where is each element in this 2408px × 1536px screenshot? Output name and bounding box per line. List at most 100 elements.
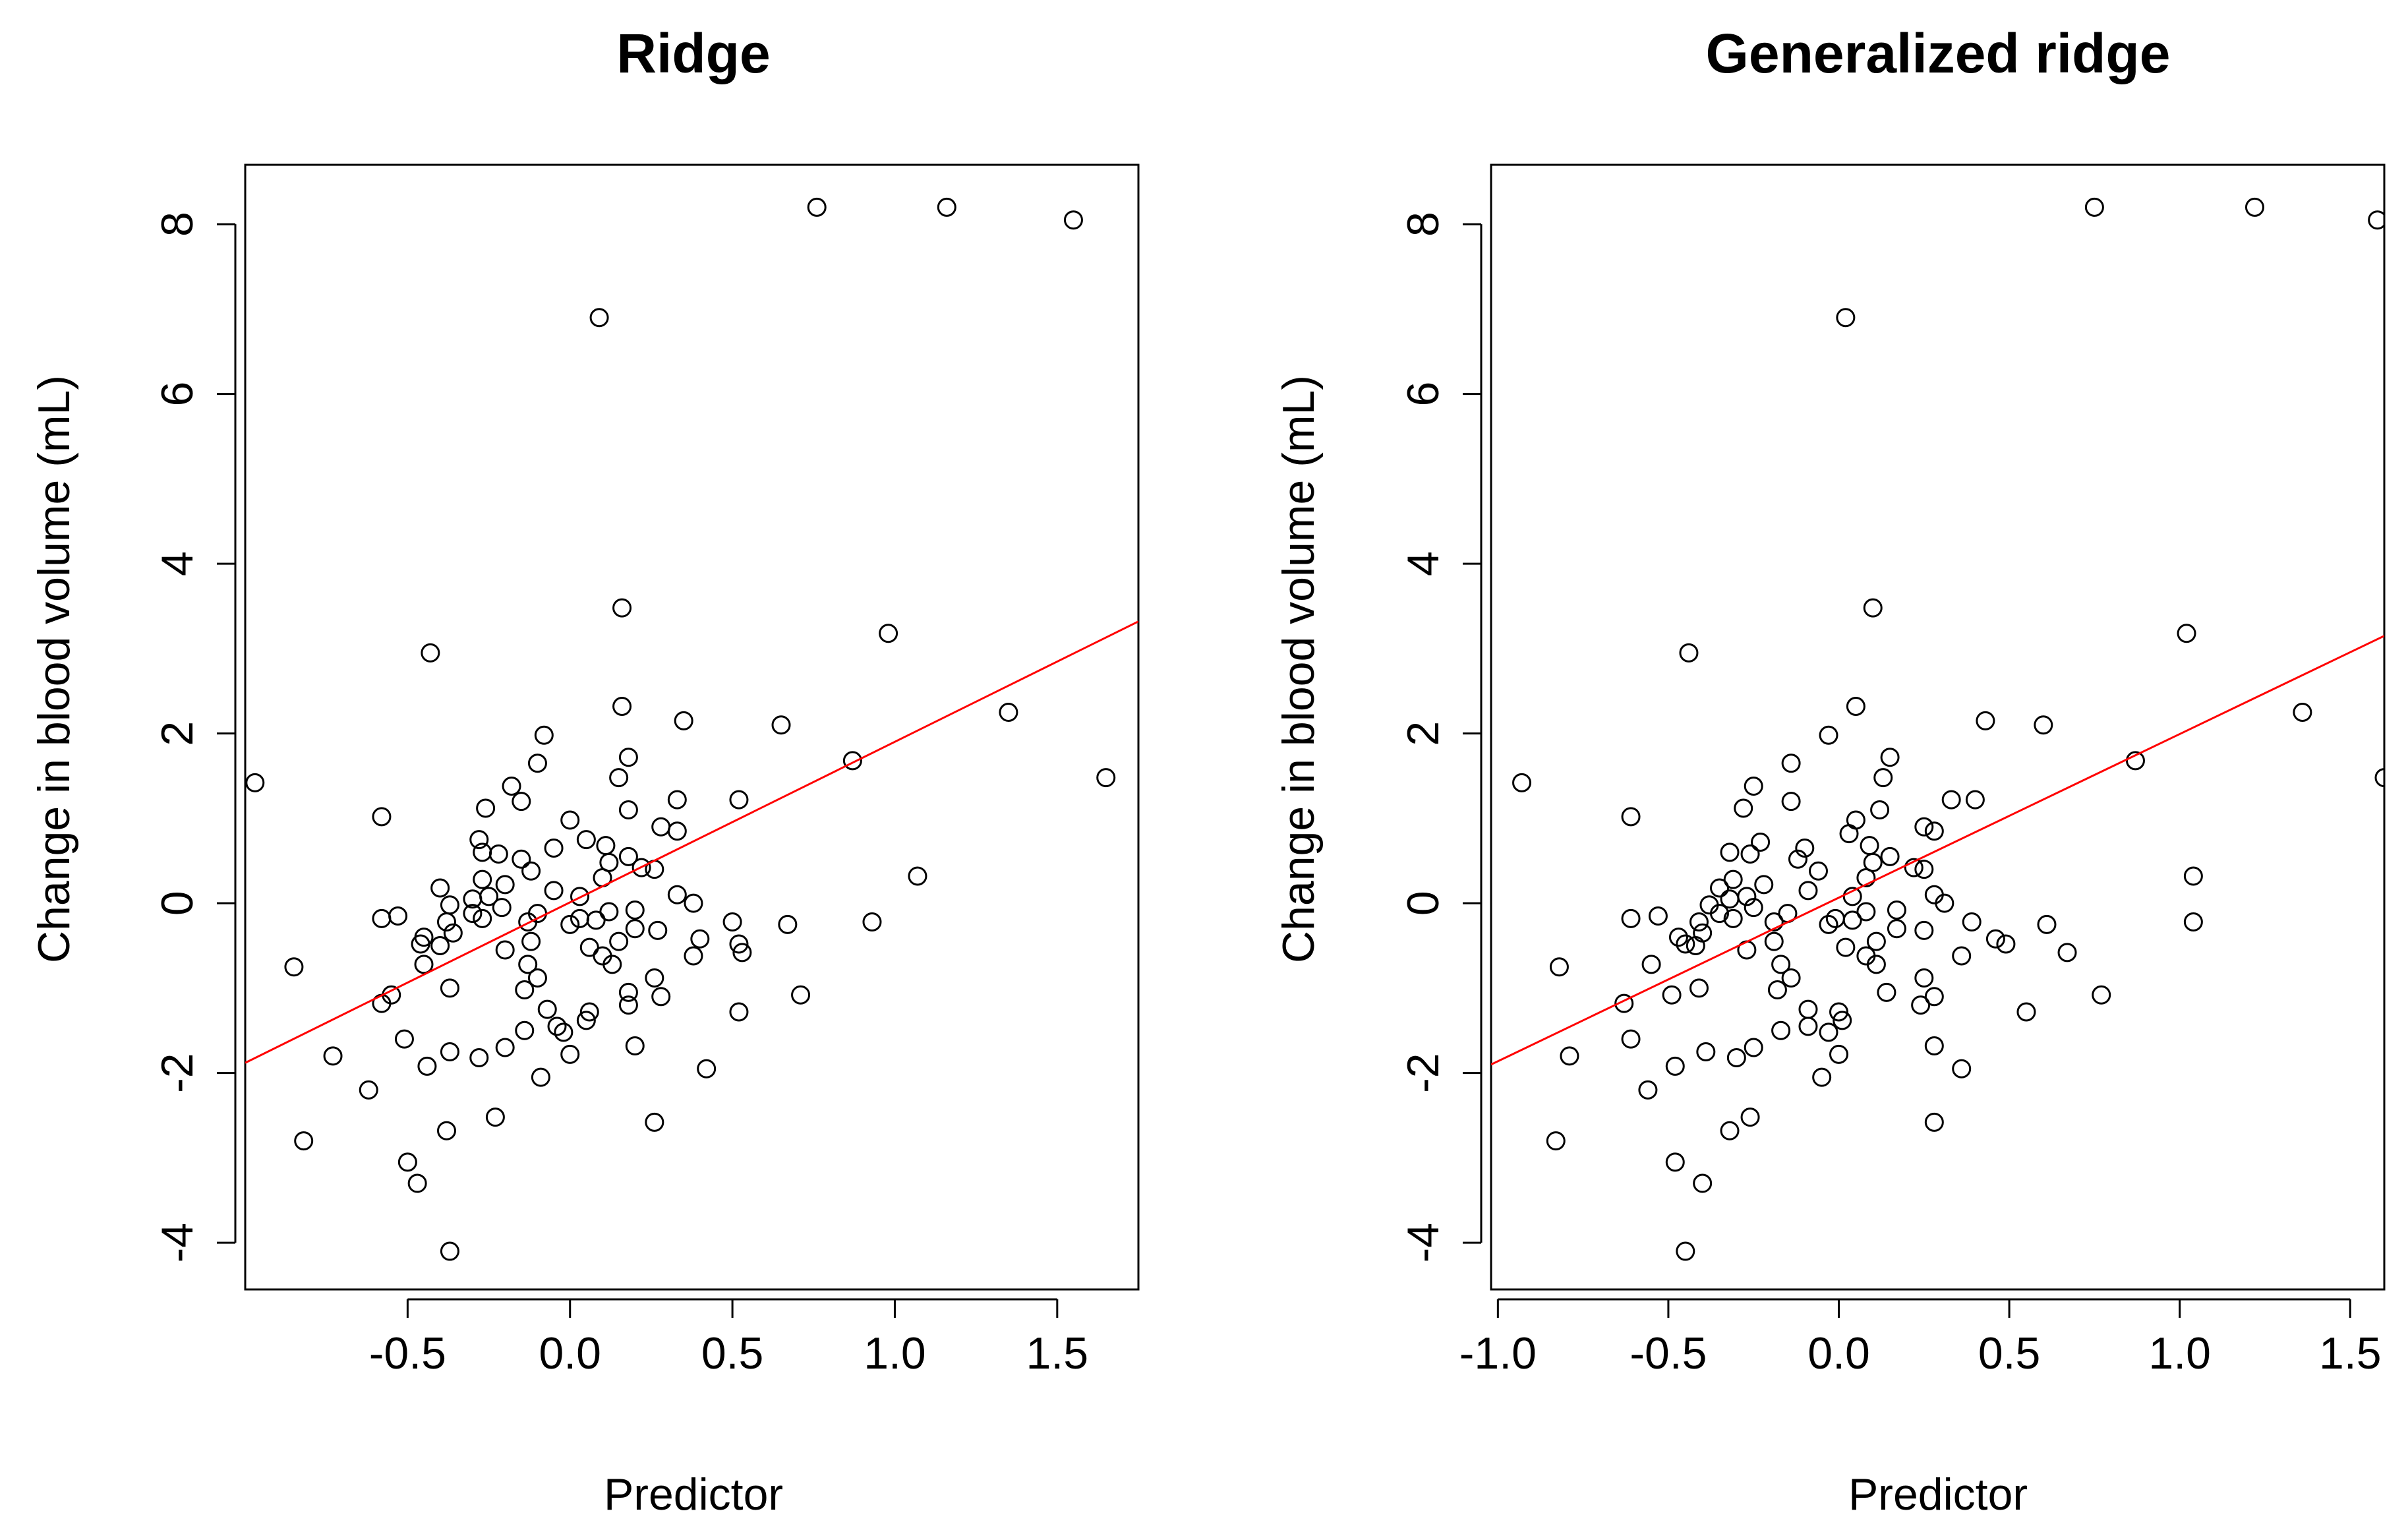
data-point — [937, 197, 956, 217]
data-point — [527, 968, 547, 988]
data-point — [625, 919, 645, 939]
x-tick-label: 1.0 — [2148, 1328, 2211, 1378]
data-point — [618, 995, 638, 1015]
data-point — [2293, 702, 2312, 722]
data-point — [1665, 1056, 1685, 1076]
data-point — [732, 943, 752, 962]
data-point — [485, 1108, 505, 1127]
data-point — [862, 912, 882, 931]
data-point — [1866, 955, 1886, 974]
y-axis-label: Change in blood volume (mL) — [29, 375, 79, 963]
data-point — [388, 906, 408, 926]
chart-title: Ridge — [616, 22, 770, 84]
data-point — [1788, 849, 1807, 869]
data-point — [1839, 824, 1859, 844]
data-point — [1754, 875, 1774, 895]
data-point — [294, 1131, 314, 1151]
data-point — [1808, 861, 1828, 881]
data-point — [1638, 1080, 1658, 1100]
data-point — [1965, 790, 1985, 810]
data-point — [618, 846, 638, 866]
data-point — [2016, 1002, 2036, 1022]
data-point — [576, 830, 596, 850]
y-tick-label: 0 — [1398, 891, 1448, 916]
data-point — [1668, 928, 1688, 947]
data-point — [1914, 860, 1934, 879]
data-point — [2034, 715, 2053, 735]
data-point — [1648, 906, 1668, 926]
data-point — [1641, 955, 1661, 974]
data-point — [807, 197, 827, 217]
data-point — [2183, 912, 2203, 931]
panel-generalized-ridge: Generalized ridge Change in blood volume… — [1274, 22, 2386, 1520]
data-point — [1924, 1036, 1944, 1055]
y-tick-label: 8 — [152, 212, 202, 237]
data-point — [1952, 1059, 1972, 1078]
data-point — [1744, 898, 1763, 918]
data-point — [473, 842, 492, 862]
data-point — [1676, 1241, 1695, 1261]
data-point — [359, 1080, 378, 1100]
data-point — [515, 980, 535, 999]
y-tick-label: -4 — [152, 1223, 202, 1262]
data-point — [469, 1048, 489, 1067]
data-point — [674, 711, 693, 730]
data-point — [729, 790, 749, 810]
data-point — [1836, 308, 1856, 328]
data-point — [1560, 1046, 1579, 1066]
data-point — [1096, 768, 1116, 788]
data-point — [430, 878, 450, 898]
data-point — [430, 936, 450, 956]
data-point — [609, 931, 629, 951]
data-point — [1720, 842, 1740, 862]
data-point — [527, 753, 547, 773]
y-tick-label: 4 — [152, 551, 202, 576]
data-point — [2177, 624, 2196, 643]
data-point — [1856, 868, 1876, 888]
data-point — [407, 1173, 427, 1193]
data-point — [579, 1002, 599, 1022]
data-point — [1710, 878, 1730, 898]
data-point — [397, 1152, 417, 1172]
y-tick-label: 6 — [1398, 382, 1448, 407]
data-point — [1751, 832, 1771, 852]
data-point — [667, 790, 687, 810]
x-axis-label: Predictor — [1848, 1469, 2028, 1520]
data-point — [518, 955, 538, 974]
data-point — [1829, 1002, 1849, 1022]
data-point — [463, 904, 483, 924]
data-point — [651, 817, 671, 837]
data-point — [537, 999, 557, 1019]
data-point — [684, 946, 703, 966]
data-point — [1812, 1067, 1832, 1087]
regression-line — [245, 620, 1138, 1064]
data-point — [1720, 889, 1740, 909]
data-point — [999, 702, 1018, 722]
data-point — [534, 725, 554, 745]
data-point — [488, 844, 508, 864]
data-point — [651, 987, 671, 1007]
data-point — [722, 912, 742, 931]
data-point — [645, 1112, 664, 1132]
data-point — [560, 914, 580, 934]
regression-line — [1491, 635, 2384, 1066]
data-point — [667, 821, 687, 841]
data-point — [2374, 768, 2384, 788]
x-tick-label: -0.5 — [369, 1328, 446, 1378]
plot-area — [1490, 163, 2386, 1291]
data-point — [908, 866, 927, 886]
x-tick-label: 0.5 — [1978, 1328, 2041, 1378]
data-point — [1781, 968, 1801, 988]
data-point — [1819, 725, 1838, 745]
data-point — [284, 957, 304, 977]
chart-title: Generalized ridge — [1706, 22, 2171, 84]
data-point — [2057, 943, 2077, 962]
y-tick-label: 2 — [152, 721, 202, 746]
data-point — [560, 810, 580, 830]
data-point — [2092, 985, 2111, 1005]
data-point — [1781, 792, 1801, 812]
data-point — [1798, 999, 1818, 1019]
data-point — [473, 908, 492, 928]
data-point — [618, 800, 638, 820]
